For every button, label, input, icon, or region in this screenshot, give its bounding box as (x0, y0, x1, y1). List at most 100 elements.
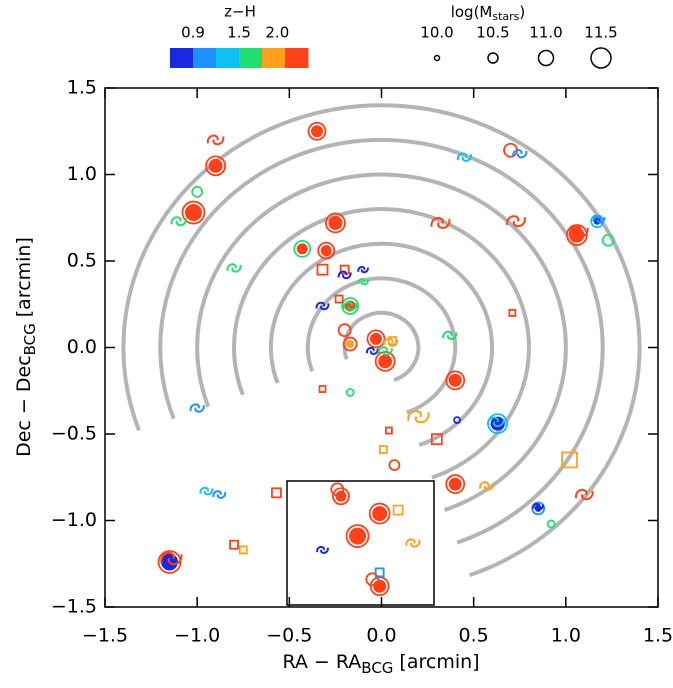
ring (195, 172, 568, 512)
galaxy-filled-core (328, 215, 343, 230)
x-label-unit: [arcmin] (399, 651, 479, 673)
galaxy-square (388, 336, 397, 345)
galaxy-spiral (442, 330, 458, 340)
galaxy-filled (341, 297, 360, 315)
galaxy-filled (317, 241, 336, 260)
x-tick-label: 1.5 (643, 625, 673, 647)
galaxy-spiral (383, 337, 399, 348)
galaxy-open (453, 416, 461, 425)
galaxy-spiral (506, 215, 527, 228)
ring (268, 241, 495, 447)
galaxy-open (337, 323, 352, 338)
colorbar-title: z−H (224, 3, 256, 21)
galaxy-open (546, 519, 556, 529)
galaxy-spiral (478, 481, 495, 491)
galaxy-filled-core (448, 373, 462, 387)
galaxy-open (365, 572, 380, 587)
galaxy-spiral (316, 545, 329, 554)
ring (232, 207, 531, 480)
x-tick-label: 0.5 (459, 625, 489, 647)
galaxy-spiral (199, 486, 214, 496)
galaxy-square (238, 545, 248, 555)
y-label-main: Dec − Dec (13, 355, 35, 457)
galaxy-filled (531, 501, 546, 516)
size-legend-circle (537, 49, 555, 67)
galaxy-square (318, 385, 327, 393)
colorbar-block (216, 48, 240, 68)
colorbar-tick-label: 2.0 (265, 24, 289, 42)
galaxy-filled (342, 336, 358, 352)
galaxy-square (334, 294, 344, 304)
y-tick-label: −0.5 (51, 423, 97, 445)
size-legend-circle (590, 47, 612, 69)
y-tick-label: −1.5 (51, 596, 97, 618)
galaxy-spiral (407, 410, 430, 424)
size-legend-circle (487, 52, 499, 64)
galaxy-filled (565, 224, 588, 246)
size-title-main: log(M (451, 3, 493, 21)
galaxy-square (378, 445, 388, 454)
galaxy-square (229, 539, 239, 550)
galaxy-filled (307, 121, 327, 141)
size-legend-label: 11.5 (584, 24, 617, 42)
galaxy-spiral (568, 225, 589, 238)
galaxy-square (316, 263, 329, 276)
galaxy-spiral (357, 278, 369, 286)
size-title-sub: stars (492, 10, 519, 23)
galaxy-spiral (430, 217, 451, 229)
galaxy-spiral (357, 266, 369, 274)
x-tick-label: 0.0 (366, 625, 396, 647)
galaxy-filled-core (184, 204, 202, 222)
ring (121, 103, 642, 577)
galaxy-filled-core (335, 490, 347, 502)
size-legend-circle (433, 54, 441, 62)
colorbar-block (170, 48, 194, 68)
galaxy-filled-core (369, 332, 382, 345)
galaxy-filled (366, 329, 386, 349)
x-label-sub: BCG (361, 659, 393, 677)
galaxy-filled (181, 200, 206, 225)
galaxy-filled (345, 524, 370, 548)
galaxy-filled (374, 350, 396, 372)
galaxy-spiral (405, 538, 421, 548)
galaxy-spiral (206, 134, 225, 146)
galaxy-spiral (592, 215, 606, 224)
y-tick-label: 1.5 (67, 77, 97, 99)
size-legend-label: 10.5 (476, 24, 509, 42)
galaxy-spiral (212, 490, 227, 499)
galaxy-filled (332, 487, 350, 506)
galaxy-filled-core (296, 243, 308, 255)
y-tick-label: 0.0 (67, 336, 97, 358)
galaxy-spiral (512, 149, 528, 159)
galaxy-spiral (189, 403, 205, 413)
colorbar-block (239, 48, 263, 68)
galaxy-square (384, 426, 393, 435)
galaxy-spiral (342, 301, 358, 311)
galaxy-filled-core (310, 125, 323, 138)
galaxy-square (392, 504, 404, 516)
galaxy-filled-core (349, 527, 367, 545)
galaxy-square (374, 567, 385, 578)
y-tick-label: −1.0 (51, 509, 97, 531)
galaxy-square (508, 308, 517, 317)
x-tick-label: 1.0 (551, 625, 581, 647)
x-tick-label: −1.5 (82, 625, 128, 647)
y-tick-label: 0.5 (67, 250, 97, 272)
x-tick-label: −0.5 (266, 625, 312, 647)
galaxy-filled (445, 370, 466, 391)
colorbar-block (285, 48, 309, 68)
galaxy-open (330, 482, 345, 497)
galaxy-filled (368, 502, 391, 525)
galaxy-filled (325, 212, 346, 234)
galaxy-open (601, 233, 615, 247)
galaxy-spiral (160, 551, 183, 566)
galaxy-filled-core (448, 477, 462, 491)
colorbar-tick-label: 0.9 (181, 24, 205, 42)
colorbar-tick-label: 1.5 (227, 24, 251, 42)
galaxy-spiral (337, 270, 352, 280)
galaxy-filled-core (490, 416, 505, 431)
y-label-sub: BCG (21, 323, 39, 355)
galaxy-square (271, 487, 282, 499)
galaxy-filled (157, 550, 182, 574)
